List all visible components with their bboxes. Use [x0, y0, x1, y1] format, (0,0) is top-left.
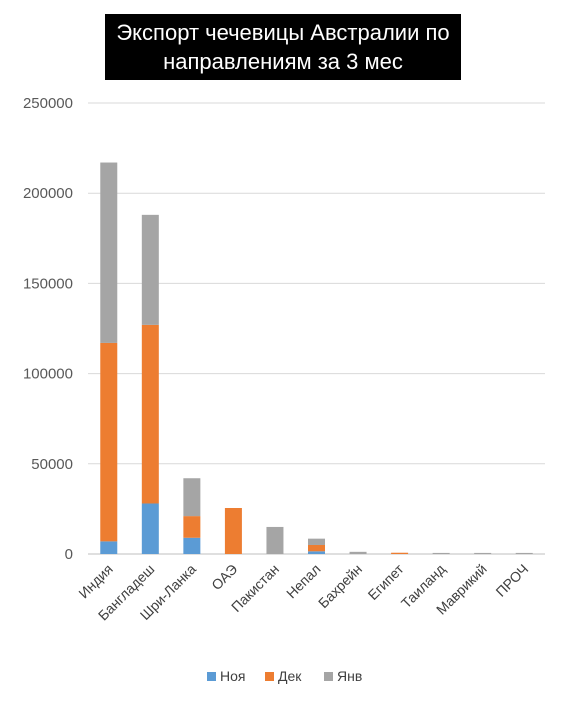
x-tick-label: Индия	[75, 561, 116, 602]
legend-swatch	[265, 672, 274, 681]
bar-segment	[183, 516, 201, 538]
bar-segment	[432, 552, 450, 554]
bar-segment	[141, 324, 159, 504]
gridlines	[88, 102, 545, 555]
y-tick-label: 0	[65, 546, 73, 563]
legend-label: Янв	[337, 668, 362, 684]
bar-segment	[515, 552, 533, 554]
chart-title: Экспорт чечевицы Австралии по направлени…	[105, 14, 461, 80]
y-axis-ticks: 0 50000 100000 150000 200000 250000	[23, 95, 73, 563]
bar-segment	[183, 478, 201, 517]
bar-segment	[141, 214, 159, 325]
y-tick-label: 200000	[23, 185, 73, 202]
bar-segment	[349, 551, 367, 554]
bar-segment	[224, 507, 242, 554]
y-tick-label: 50000	[31, 456, 73, 473]
y-tick-label: 150000	[23, 275, 73, 292]
legend: Ноя Дек Янв	[207, 668, 362, 684]
bar-segment	[266, 526, 284, 554]
legend-swatch	[324, 672, 333, 681]
bar-segment	[100, 541, 118, 554]
x-tick-label: ПРОЧ	[492, 561, 531, 600]
bar-segment	[100, 162, 118, 343]
x-tick-label: ОАЭ	[208, 561, 240, 593]
bar-segment	[183, 537, 201, 554]
bar-segment	[308, 538, 325, 545]
chart-title-line-2: направлениям за 3 мес	[163, 49, 403, 74]
legend-label: Дек	[278, 668, 302, 684]
legend-label: Ноя	[220, 668, 245, 684]
bar-segment	[391, 552, 409, 554]
chart-title-line-1: Экспорт чечевицы Австралии по	[116, 20, 450, 45]
x-tick-label: Бахрейн	[315, 561, 365, 611]
bar-segment	[308, 544, 325, 552]
bar-segment	[100, 342, 118, 542]
bar-segment	[474, 552, 492, 554]
bar-segment	[308, 551, 325, 554]
y-tick-label: 100000	[23, 366, 73, 383]
bars	[100, 162, 533, 554]
bar-segment	[141, 503, 159, 554]
y-tick-label: 250000	[23, 95, 73, 112]
legend-swatch	[207, 672, 216, 681]
x-tick-label: Непал	[283, 561, 324, 602]
